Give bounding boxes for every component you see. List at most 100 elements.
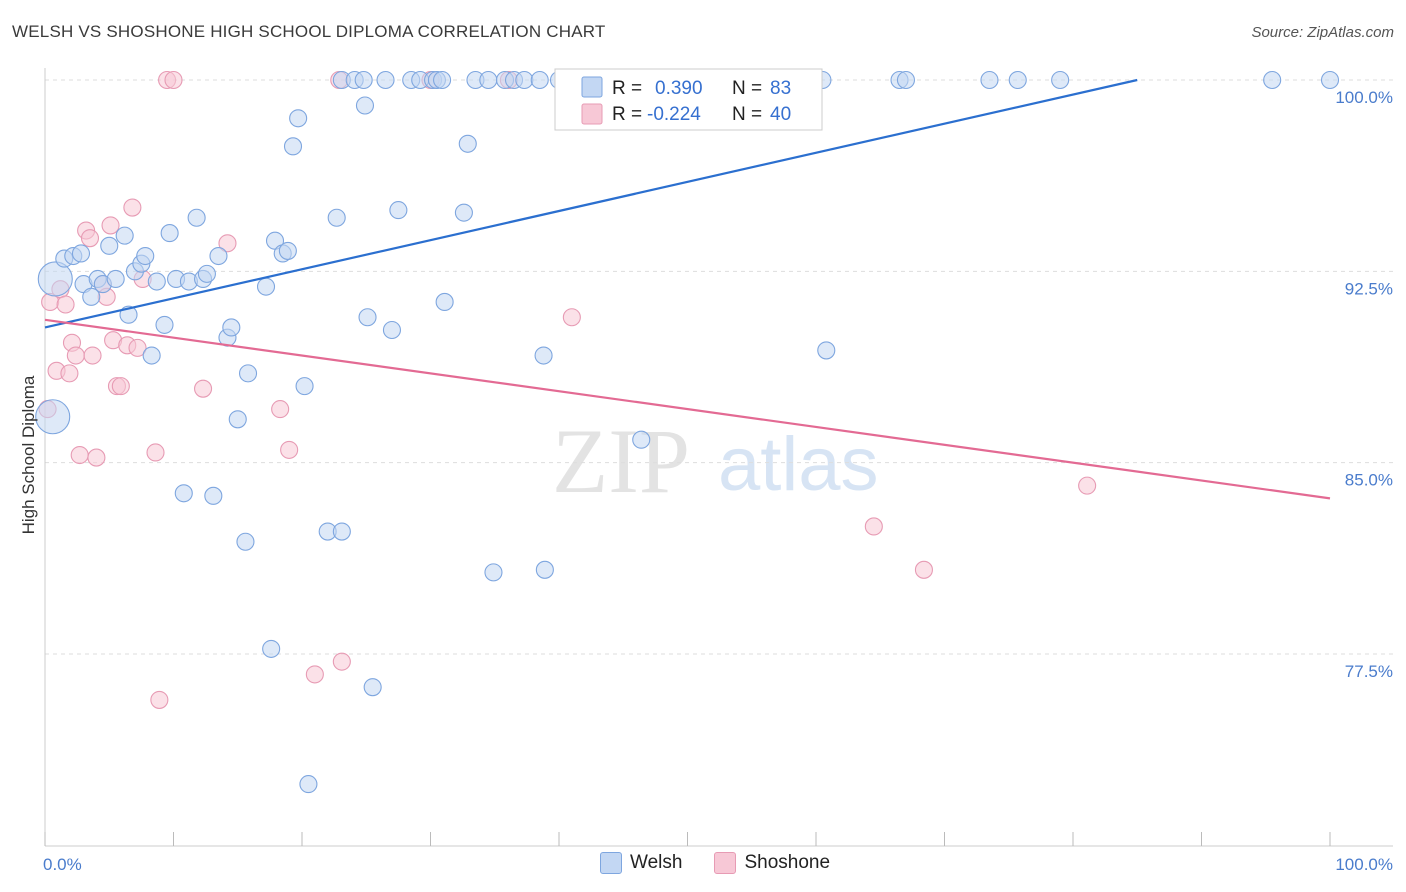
welsh-point [332, 522, 351, 541]
x-tick-label: 0.0% [43, 855, 82, 874]
welsh-point [209, 246, 228, 266]
source-label: Source: ZipAtlas.com [1251, 24, 1394, 41]
shoshone-point [332, 652, 351, 671]
legend-welsh-swatch [581, 76, 603, 98]
shoshone-swatch [714, 852, 737, 874]
shoshone-point [864, 517, 883, 536]
welsh-point [82, 287, 101, 306]
welsh-point [238, 364, 258, 383]
welsh-point [1320, 70, 1340, 90]
welsh-point [228, 410, 247, 429]
legend-shoshone-r-value: -0.224 [647, 104, 701, 125]
welsh-point [632, 430, 651, 449]
welsh-point [1263, 70, 1282, 90]
welsh-point [484, 563, 503, 582]
axes [44, 68, 1393, 847]
welsh-point [980, 70, 999, 90]
welsh-point [71, 244, 91, 263]
welsh-point [147, 272, 166, 291]
legend-item-shoshone[interactable]: Shoshone [714, 852, 830, 874]
welsh-point [174, 484, 193, 503]
y-tick-label: 85.0% [1345, 471, 1393, 490]
shoshone-point [101, 216, 120, 235]
y-axis-title: High School Diploma [19, 375, 38, 534]
legend-item-welsh[interactable]: Welsh [600, 852, 682, 874]
welsh-point [236, 532, 255, 551]
legend-welsh-n-value: 83 [770, 78, 791, 99]
legend-shoshone-n-value: 40 [770, 104, 791, 125]
watermark-atlas: atlas [718, 422, 879, 507]
welsh-point [389, 201, 408, 220]
welsh-point [435, 292, 454, 311]
welsh-point [454, 203, 473, 222]
welsh-point [896, 70, 916, 90]
welsh-point [283, 137, 303, 156]
shoshone-point [70, 445, 89, 465]
y-tick-label: 92.5% [1345, 279, 1393, 298]
welsh-point [262, 639, 281, 658]
welsh-point [479, 70, 498, 90]
welsh-point [534, 346, 553, 365]
welsh-point [363, 678, 382, 697]
x-ticks [44, 832, 1331, 846]
welsh-point [358, 308, 377, 327]
shoshone-point [194, 379, 213, 398]
shoshone-point [80, 229, 100, 248]
shoshone-point [56, 295, 75, 314]
shoshone-point [218, 234, 237, 253]
welsh-point [289, 109, 308, 128]
shoshone-point [305, 665, 324, 684]
shoshone-label: Shoshone [744, 852, 831, 873]
legend-welsh-n-label: N = [732, 78, 762, 99]
welsh-point [382, 320, 402, 340]
welsh-point [204, 486, 223, 505]
x-tick-labels: 0.0% 100.0% [43, 855, 1393, 874]
welsh-point [155, 315, 174, 334]
welsh-point [115, 226, 134, 245]
y-tick-label: 100.0% [1335, 88, 1393, 107]
shoshone-point [562, 308, 581, 327]
shoshone-point [164, 70, 183, 90]
legend-shoshone-n-label: N = [732, 104, 762, 125]
welsh-point [299, 775, 318, 794]
shoshone-trend-line [44, 318, 1331, 500]
series-legend: Welsh Shoshone [600, 852, 862, 874]
shoshone-point [280, 440, 299, 459]
welsh-point [1008, 70, 1027, 90]
trend-lines [44, 78, 1331, 500]
welsh-point [433, 70, 452, 90]
y-tick-label: 77.5% [1345, 662, 1393, 681]
shoshone-point [123, 198, 142, 217]
welsh-point [160, 224, 179, 243]
welsh-point [278, 241, 297, 260]
welsh-point [35, 399, 71, 435]
shoshone-point [87, 448, 106, 467]
welsh-swatch [600, 852, 622, 874]
legend-welsh-r-value: 0.390 [655, 78, 703, 99]
welsh-point [355, 96, 375, 115]
welsh-label: Welsh [630, 852, 683, 873]
welsh-point [1051, 70, 1070, 90]
welsh-point [142, 346, 161, 365]
y-tick-labels: 100.0% 92.5% 85.0% 77.5% [1335, 88, 1393, 681]
shoshone-point [83, 346, 102, 365]
x-tick-label: 100.0% [1335, 855, 1393, 874]
legend-shoshone-swatch [581, 103, 603, 125]
welsh-point [256, 277, 276, 296]
shoshone-point [150, 690, 169, 709]
welsh-point [136, 246, 155, 266]
shoshone-point [128, 338, 147, 357]
welsh-point [354, 70, 373, 90]
welsh-point [295, 377, 314, 396]
welsh-point [222, 318, 241, 337]
shoshone-point [60, 364, 79, 383]
shoshone-point [146, 443, 165, 462]
welsh-point [458, 134, 477, 153]
shoshone-point [111, 377, 130, 396]
watermark-zip: ZIP [552, 410, 690, 512]
welsh-point [530, 70, 549, 90]
welsh-point [376, 70, 395, 90]
shoshone-point [66, 346, 85, 365]
shoshone-point [1078, 476, 1097, 495]
